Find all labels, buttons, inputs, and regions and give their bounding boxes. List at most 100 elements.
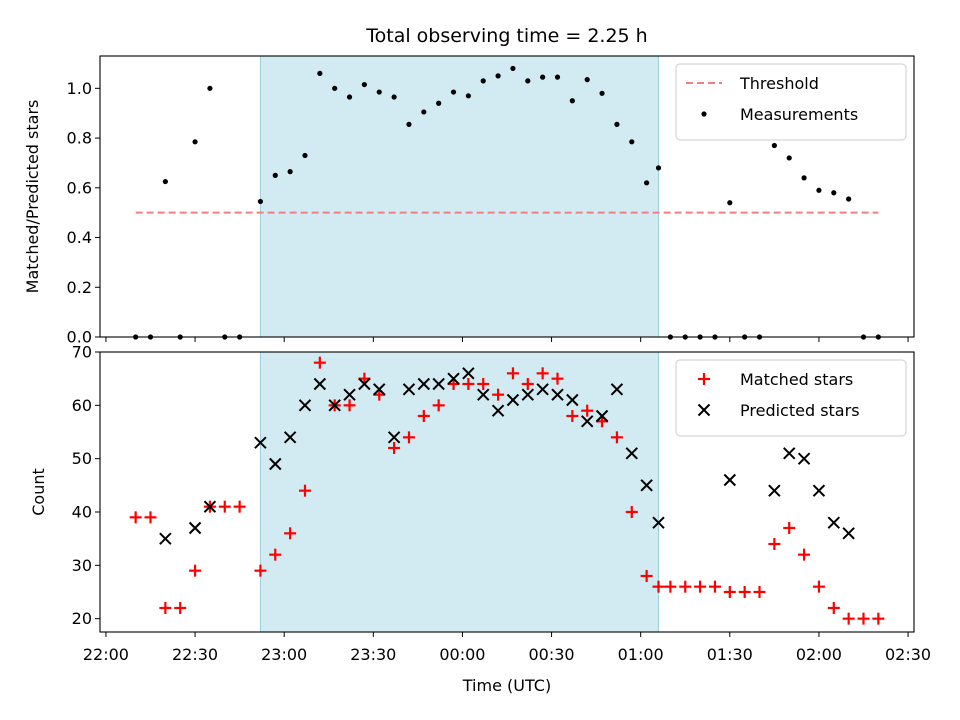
- bottom-matched-stars-point-40: [723, 586, 736, 598]
- top-measurements-point-13: [332, 85, 338, 91]
- bottom-matched-stars-point-50: [872, 612, 885, 625]
- bottom-predicted-stars-point-3-b: [254, 436, 267, 449]
- bottom-predicted-stars-point-35-b: [812, 484, 826, 497]
- bottom-matched-stars-point-45: [798, 548, 811, 561]
- top-measurements-point-19: [421, 109, 427, 115]
- xtick-label-8: 02:00: [796, 645, 842, 664]
- bottom-predicted-stars-point-34-b: [797, 452, 811, 465]
- bottom-predicted-stars-point-16: [447, 372, 460, 385]
- top-measurements-point-26: [525, 78, 531, 84]
- bottom-ylabel: Count: [29, 468, 48, 516]
- bottom-matched-stars-point-22: [462, 378, 475, 390]
- top-legend-box: [675, 63, 907, 141]
- bottom-predicted-stars-point-22: [536, 383, 549, 396]
- top-measurements-point-46: [816, 187, 822, 193]
- xtick-label-3: 23:30: [350, 645, 396, 664]
- bottom-predicted-stars-point-2: [203, 500, 217, 513]
- bottom-panel: 20 30 40 50 60 70 22:00 22:30 23:00 23:30 00:00 00:…: [29, 343, 931, 696]
- top-measurements-point-2: [162, 178, 168, 185]
- top-measurements-point-12: [317, 70, 323, 77]
- bottom-matched-stars-point-7: [233, 500, 246, 513]
- bottom-matched-stars-point-12: [313, 356, 326, 369]
- bottom-predicted-stars-point-22-b: [536, 383, 549, 396]
- bottom-matched-stars-point-8: [254, 564, 267, 577]
- top-measurements-point-18: [406, 121, 412, 127]
- top-shaded-region: [259, 55, 660, 338]
- bottom-predicted-stars-point-21: [521, 388, 535, 401]
- bottom-predicted-stars-point-25-b: [581, 415, 594, 428]
- bottom-predicted-stars-point-26-b: [595, 409, 609, 423]
- top-measurements-point-5: [207, 85, 213, 91]
- bottom-predicted-stars-point-0-b: [159, 532, 172, 545]
- bottom-predicted-stars-point-24: [566, 393, 579, 407]
- bottom-predicted-stars-point-1: [188, 521, 202, 535]
- bottom-matched-stars-point-36: [664, 580, 677, 593]
- top-ytick-label-1: 0.2: [67, 278, 92, 297]
- bottom-predicted-stars-point-8-b: [328, 399, 341, 412]
- bottom-predicted-stars-point-14: [417, 377, 431, 391]
- top-measurements-point-16: [376, 89, 382, 95]
- bottom-matched-stars-point-4: [189, 564, 202, 577]
- top-measurements-point-28: [554, 74, 561, 80]
- bottom-matched-stars-point-11: [298, 484, 311, 497]
- bottom-matched-stars-point-48: [842, 612, 855, 625]
- bottom-matched-stars-point-42: [753, 586, 766, 598]
- top-measurements-point-24: [495, 73, 501, 79]
- bottom-legend-predicted-stars-handle-b: [697, 403, 711, 417]
- top-ytick-label-0: 0.0: [67, 328, 92, 347]
- bottom-predicted-stars-point-31-b: [723, 473, 737, 487]
- bottom-legend-predicted-stars-label: Predicted stars: [740, 401, 860, 420]
- top-measurements-point-27: [540, 74, 546, 80]
- top-ytick-label-2: 0.4: [67, 228, 92, 247]
- bottom-predicted-stars-point-18-b: [477, 388, 490, 401]
- bottom-predicted-stars-point-33-b: [783, 447, 796, 460]
- xtick-label-9: 02:30: [885, 645, 931, 664]
- top-ytick-label-4: 0.8: [67, 129, 92, 148]
- bottom-predicted-stars-point-37-b: [842, 527, 855, 540]
- top-axes-frame: [99, 55, 915, 338]
- xlabel: Time (UTC): [462, 676, 551, 695]
- bottom-predicted-stars-point-15-b: [432, 377, 445, 391]
- xtick-label-2: 23:00: [261, 645, 307, 664]
- bottom-predicted-stars-point-10-b: [358, 377, 371, 391]
- top-measurements-point-34: [644, 180, 650, 186]
- bottom-matched-stars-point-2: [159, 602, 172, 614]
- bottom-matched-stars-point-41: [738, 586, 751, 598]
- bottom-legend: Matched stars Predicted stars: [675, 359, 907, 437]
- bottom-matched-stars-point-34: [640, 570, 653, 582]
- bottom-matched-stars-point-23: [477, 378, 490, 390]
- bottom-predicted-stars-point-25: [581, 415, 594, 428]
- top-measurements-point-33: [629, 139, 635, 145]
- bottom-matched-stars-point-29: [566, 410, 579, 422]
- bottom-matched-stars-point-30: [581, 404, 594, 417]
- bottom-matched-stars-point-32: [610, 431, 623, 444]
- bottom-predicted-stars-point-37: [842, 527, 855, 540]
- bottom-matched-stars-point-39: [708, 580, 721, 593]
- bottom-predicted-stars-point-7-b: [313, 377, 327, 391]
- top-measurements-point-30: [584, 77, 590, 83]
- bottom-matched-stars-point-27: [536, 367, 549, 380]
- bottom-predicted-stars-point-35: [812, 484, 826, 497]
- bottom-predicted-stars-point-36-b: [827, 516, 840, 529]
- bottom-predicted-stars-point-12: [387, 431, 401, 444]
- bottom-matched-stars-point-44: [783, 522, 796, 534]
- bottom-predicted-stars-point-17: [462, 367, 475, 380]
- bottom-predicted-stars-point-20-b: [506, 393, 520, 407]
- bottom-predicted-stars-point-6: [298, 399, 312, 412]
- top-measurements-point-4: [192, 139, 198, 145]
- top-measurements-point-32: [614, 121, 620, 127]
- bottom-predicted-stars-point-15: [432, 377, 445, 391]
- top-measurements-point-25: [510, 65, 516, 72]
- bottom-matched-stars-point-0: [129, 511, 142, 524]
- bottom-matched-stars-point-47: [827, 602, 840, 614]
- bottom-matched-stars-point-43: [768, 538, 781, 550]
- bottom-matched-stars-point-17: [388, 442, 401, 454]
- xtick-label-6: 01:00: [618, 645, 664, 664]
- bottom-matched-stars-point-9: [269, 548, 282, 561]
- bottom-predicted-stars-point-28-b: [625, 447, 638, 460]
- bottom-matched-stars-point-28: [551, 372, 564, 385]
- top-measurements-point-22: [465, 93, 471, 99]
- bottom-matched-stars-point-38: [694, 580, 707, 593]
- top-measurements-point-17: [391, 94, 397, 100]
- top-ylabel: Matched/Predicted stars: [23, 100, 42, 294]
